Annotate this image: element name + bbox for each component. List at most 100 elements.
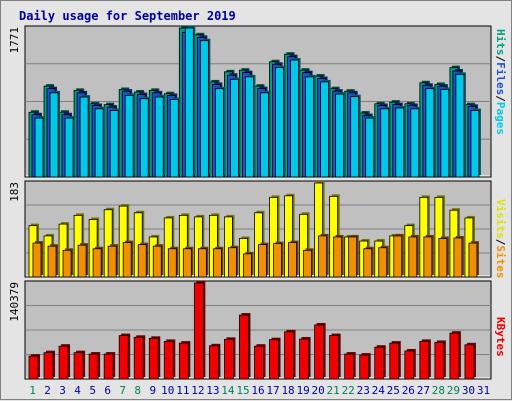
x-tick-day-22: 22 xyxy=(342,384,355,397)
bar-kbytes-day-25 xyxy=(389,342,400,380)
bar-sites-day-6 xyxy=(107,245,117,278)
legend-visits: Visits xyxy=(494,199,507,239)
x-tick-day-19: 19 xyxy=(296,384,309,397)
bar-pages-day-8 xyxy=(139,98,149,178)
bar-pages-day-18 xyxy=(290,59,299,178)
bar-pages-day-11 xyxy=(184,27,194,178)
x-tick-day-16: 16 xyxy=(251,384,264,397)
bar-sites-day-17 xyxy=(273,243,282,278)
bar-kbytes-day-28 xyxy=(434,342,445,380)
bar-sites-day-3 xyxy=(62,249,72,278)
bar-kbytes-day-11 xyxy=(178,342,189,380)
bar-kbytes-day-10 xyxy=(163,340,174,380)
bar-pages-day-9 xyxy=(154,96,164,178)
bar-pages-day-28 xyxy=(440,89,450,178)
bar-sites-day-1 xyxy=(32,242,42,278)
bar-sites-day-5 xyxy=(92,248,102,278)
legend-separator: / xyxy=(494,56,507,63)
bar-pages-day-26 xyxy=(410,108,420,178)
legend-pages: Pages xyxy=(494,102,507,135)
y-max-label-visitors: 183 xyxy=(8,182,21,202)
bar-kbytes-day-26 xyxy=(404,350,415,380)
x-tick-day-5: 5 xyxy=(89,384,96,397)
bar-kbytes-day-21 xyxy=(329,335,340,380)
bar-sites-day-16 xyxy=(258,244,267,278)
bar-pages-day-23 xyxy=(365,117,375,178)
bar-sites-day-18 xyxy=(288,242,297,278)
bar-sites-day-25 xyxy=(393,235,403,278)
bar-sites-day-20 xyxy=(318,235,328,278)
bar-sites-day-15 xyxy=(243,253,252,278)
bar-sites-day-22 xyxy=(348,236,358,278)
bar-pages-day-12 xyxy=(199,40,209,178)
bar-pages-day-7 xyxy=(124,94,134,178)
bar-kbytes-day-14 xyxy=(224,338,234,380)
bar-pages-day-6 xyxy=(109,110,119,178)
x-tick-day-14: 14 xyxy=(221,384,235,397)
y-max-label-requests: 1771 xyxy=(8,27,21,54)
x-tick-day-18: 18 xyxy=(281,384,294,397)
x-tick-day-29: 29 xyxy=(447,384,460,397)
bar-sites-day-10 xyxy=(167,248,177,278)
bar-sites-day-27 xyxy=(423,236,433,278)
bar-pages-day-20 xyxy=(320,81,330,178)
bar-kbytes-day-18 xyxy=(284,331,294,380)
bar-kbytes-day-9 xyxy=(148,337,159,380)
bar-kbytes-day-12 xyxy=(193,282,204,380)
bar-kbytes-day-30 xyxy=(464,344,475,380)
bar-pages-day-10 xyxy=(169,99,179,178)
bar-sites-day-23 xyxy=(363,248,373,278)
bar-pages-day-17 xyxy=(275,67,284,178)
bar-sites-day-2 xyxy=(47,245,57,278)
x-tick-day-8: 8 xyxy=(134,384,141,397)
x-tick-day-9: 9 xyxy=(149,384,156,397)
bar-kbytes-day-2 xyxy=(43,352,54,380)
bar-kbytes-day-23 xyxy=(359,354,370,380)
x-tick-day-11: 11 xyxy=(176,384,189,397)
bar-kbytes-day-19 xyxy=(299,338,309,380)
x-tick-day-25: 25 xyxy=(387,384,400,397)
x-tick-day-2: 2 xyxy=(44,384,51,397)
bar-sites-day-12 xyxy=(197,248,207,278)
x-tick-day-4: 4 xyxy=(74,384,81,397)
bar-pages-day-24 xyxy=(380,108,390,178)
bar-kbytes-day-1 xyxy=(28,355,39,380)
bar-pages-day-1 xyxy=(34,117,44,178)
bar-pages-day-3 xyxy=(64,117,74,178)
x-tick-day-3: 3 xyxy=(59,384,66,397)
bar-sites-day-29 xyxy=(453,237,463,278)
x-tick-day-26: 26 xyxy=(402,384,415,397)
bar-pages-day-22 xyxy=(350,96,360,178)
bar-kbytes-day-29 xyxy=(449,332,460,380)
bar-sites-day-4 xyxy=(77,244,87,278)
series-legend-2: KBytes xyxy=(494,317,507,357)
bar-pages-day-29 xyxy=(455,73,465,178)
chart-title: Daily usage for September 2019 xyxy=(19,9,236,23)
bar-kbytes-day-16 xyxy=(254,345,264,380)
bar-pages-day-16 xyxy=(260,92,269,178)
x-tick-day-23: 23 xyxy=(357,384,370,397)
bar-kbytes-day-4 xyxy=(73,352,84,380)
bar-kbytes-day-22 xyxy=(344,353,355,380)
x-tick-day-30: 30 xyxy=(462,384,475,397)
x-tick-day-1: 1 xyxy=(29,384,36,397)
y-max-label-kbytes: 140379 xyxy=(8,282,21,322)
bar-pages-day-15 xyxy=(245,76,254,178)
bar-pages-day-4 xyxy=(79,96,89,178)
bar-kbytes-day-20 xyxy=(314,324,325,380)
legend-separator: / xyxy=(494,239,507,246)
x-tick-day-7: 7 xyxy=(119,384,126,397)
legend-sites: Sites xyxy=(494,245,507,278)
bar-sites-day-19 xyxy=(303,249,312,278)
bar-sites-day-24 xyxy=(378,247,388,278)
bar-sites-day-7 xyxy=(122,242,132,278)
legend-hits: Hits xyxy=(494,29,507,56)
series-legend-1: Visits/Sites xyxy=(494,199,507,279)
x-tick-day-10: 10 xyxy=(161,384,174,397)
bar-kbytes-day-3 xyxy=(58,345,69,380)
x-tick-day-28: 28 xyxy=(432,384,445,397)
series-legend-0: Hits/Files/Pages xyxy=(494,29,507,135)
bar-kbytes-day-15 xyxy=(239,314,249,380)
